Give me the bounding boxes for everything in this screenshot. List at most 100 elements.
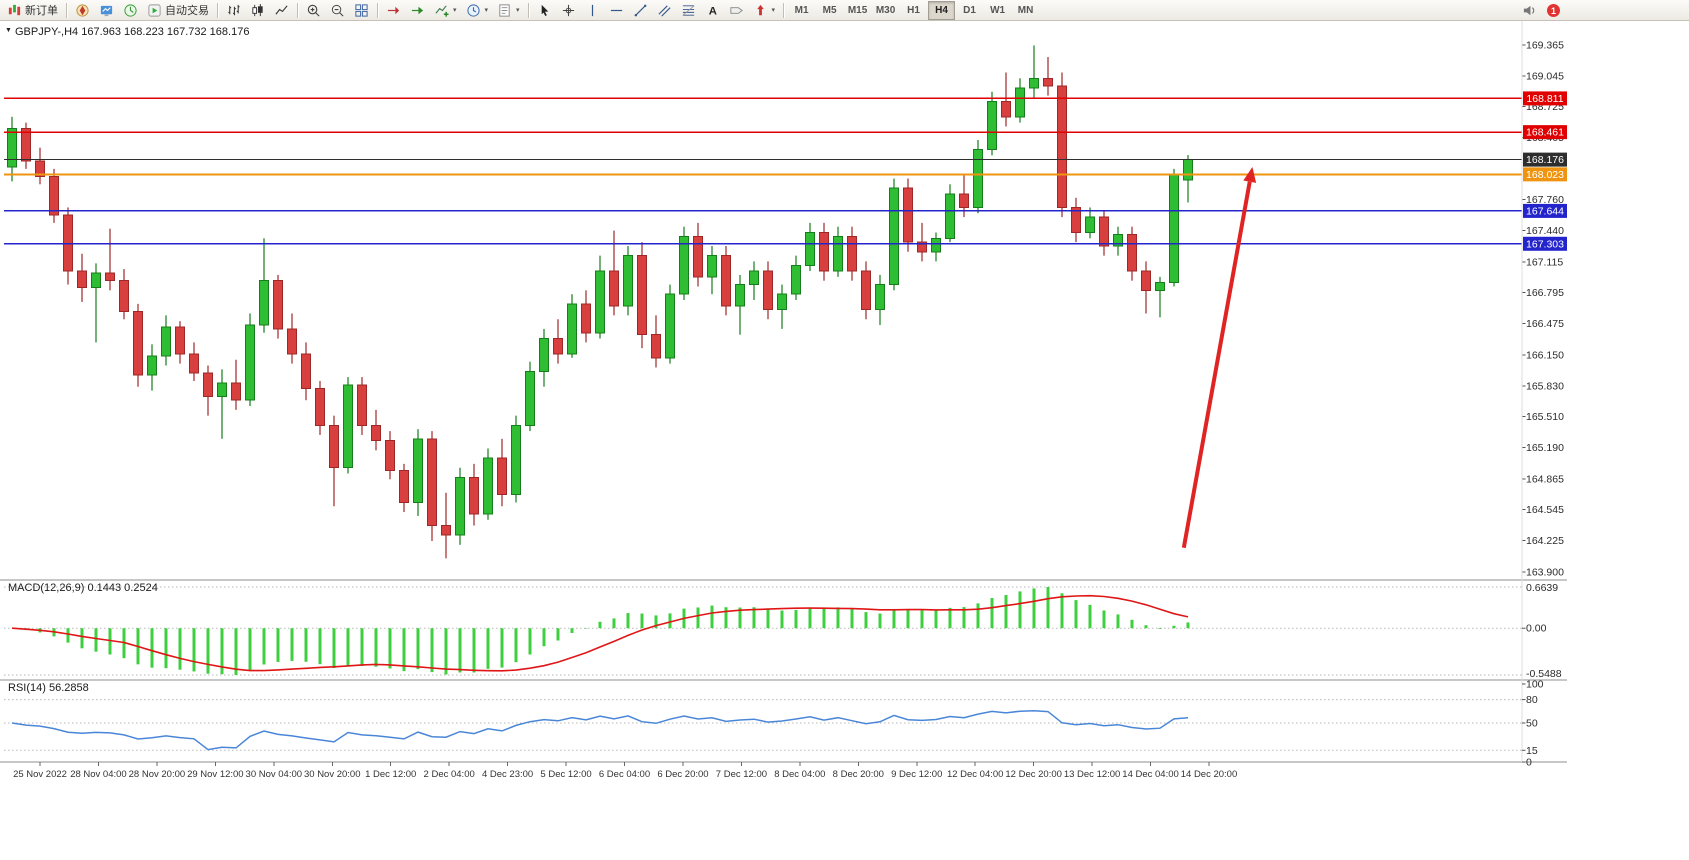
zoom-in-icon [307, 4, 320, 17]
candle-body [595, 270, 605, 334]
candle-body [637, 255, 647, 336]
candle-body [553, 338, 563, 355]
candle-body [525, 370, 535, 426]
arrow-head[interactable] [1243, 166, 1257, 183]
new-order-label: 新订单 [25, 5, 58, 17]
vertical-line-button[interactable] [581, 0, 604, 20]
candle-body [371, 424, 381, 442]
time-axis-label: 5 Dec 12:00 [540, 769, 591, 780]
auto-trading-button[interactable]: 自动交易 [143, 0, 213, 20]
horizontal-line-button[interactable] [605, 0, 628, 20]
notification-badge[interactable]: 1 [1547, 4, 1560, 17]
timeframe-H4[interactable]: H4 [928, 0, 956, 20]
compass-button[interactable] [71, 0, 94, 20]
line-chart-button[interactable] [270, 0, 293, 20]
timeframe-M15[interactable]: M15 [847, 4, 868, 16]
text-button[interactable]: A [701, 0, 724, 20]
one-click-trading-toggle[interactable]: ▼ [5, 27, 12, 34]
candle-body [21, 127, 31, 162]
candle-body [1099, 216, 1109, 247]
speaker-icon[interactable] [1522, 3, 1537, 18]
timeframe-M30[interactable]: M30 [875, 4, 896, 16]
time-axis-label: 8 Dec 04:00 [774, 769, 825, 780]
toolbar-divider [297, 2, 298, 18]
price-tag-label: 167.303 [1526, 238, 1564, 250]
auto-trading-label: 自动交易 [165, 5, 209, 17]
arrows-button[interactable]: ▾ [749, 0, 780, 20]
fibonacci-button[interactable] [677, 0, 700, 20]
macd-pane: 0.6639 0.00 -0.5488 [4, 582, 1562, 680]
price-axis-label: 167.115 [1526, 256, 1563, 268]
candle-body [427, 438, 437, 527]
templates-icon [499, 3, 510, 17]
candle-body [413, 438, 423, 503]
time-axis-label: 29 Nov 12:00 [187, 769, 244, 780]
time-axis[interactable]: 25 Nov 2022 28 Nov 04:00 28 Nov 20:00 29 No… [13, 762, 1237, 780]
indicators-button[interactable]: ▾ [430, 0, 461, 20]
rsi-pane: 100 80 50 150 [4, 679, 1544, 769]
text-label-button[interactable] [725, 0, 748, 20]
candle-body [1155, 282, 1165, 291]
history-button[interactable] [119, 0, 142, 20]
candle-body [119, 280, 129, 313]
timeframe-D1[interactable]: D1 [963, 4, 976, 16]
candle-body [217, 382, 227, 397]
bar-chart-button[interactable] [222, 0, 245, 20]
zoom-out-icon [331, 4, 344, 17]
auto-scroll-button[interactable] [406, 0, 429, 20]
candle-body [651, 334, 661, 359]
cursor-icon [541, 4, 548, 16]
time-axis-label: 30 Nov 04:00 [246, 769, 303, 780]
candle-body [133, 311, 143, 376]
candle-body [77, 270, 87, 288]
channel-button[interactable] [653, 0, 676, 20]
candlestick-chart-icon [252, 3, 263, 16]
tile-windows-button[interactable] [350, 0, 373, 20]
price-axis-label: 165.190 [1526, 442, 1564, 454]
price-axis-label: 166.475 [1526, 318, 1564, 330]
price-axis-label: 167.760 [1526, 194, 1564, 206]
time-axis-label: 2 Dec 04:00 [424, 769, 475, 780]
candlestick-chart-button[interactable] [246, 0, 269, 20]
candle-body [483, 457, 493, 515]
candle-body [903, 187, 913, 243]
candle-body [847, 235, 857, 272]
arrow-shaft[interactable] [1181, 181, 1252, 549]
pane-separators[interactable] [0, 21, 1567, 764]
zoom-in-button[interactable] [302, 0, 325, 20]
charts-window-button[interactable] [95, 0, 118, 20]
horizontal-lines[interactable]: 168.811 168.461 168.176 168.023 167.644 167.3… [4, 91, 1567, 251]
candle-body [35, 160, 45, 178]
candle-body [1169, 174, 1179, 284]
crosshair-button[interactable] [557, 0, 580, 20]
time-axis-label: 14 Dec 20:00 [1181, 769, 1238, 780]
timeframe-M1[interactable]: M1 [794, 4, 809, 16]
cursor-button[interactable] [533, 0, 556, 20]
candle-body [987, 100, 997, 151]
chart-shift-button[interactable] [382, 0, 405, 20]
trend-arrow[interactable] [1181, 166, 1257, 549]
trendline-button[interactable] [629, 0, 652, 20]
timeframe-MN[interactable]: MN [1017, 4, 1034, 16]
candle-body [343, 384, 353, 469]
periods-button[interactable]: ▾ [462, 0, 493, 20]
candle-body [875, 284, 885, 311]
timeframe-M5[interactable]: M5 [822, 4, 837, 16]
time-axis-label: 14 Dec 04:00 [1122, 769, 1179, 780]
new-order-button[interactable]: 新订单 [3, 0, 62, 20]
candle-body [399, 470, 409, 503]
toolbar: 新订单 自动交易 [0, 0, 1689, 21]
candle-body [1113, 233, 1123, 247]
templates-button[interactable]: ▾ [493, 0, 524, 20]
candle-body [273, 280, 283, 330]
candle-body [91, 272, 101, 288]
zoom-out-button[interactable] [326, 0, 349, 20]
candle-body [777, 293, 787, 311]
candle-body [7, 127, 17, 168]
time-axis-label: 12 Dec 04:00 [947, 769, 1004, 780]
candle-body [441, 525, 451, 536]
timeframe-H1[interactable]: H1 [907, 4, 920, 16]
horizontal-line-icon [610, 9, 622, 11]
timeframe-W1[interactable]: W1 [990, 4, 1006, 16]
